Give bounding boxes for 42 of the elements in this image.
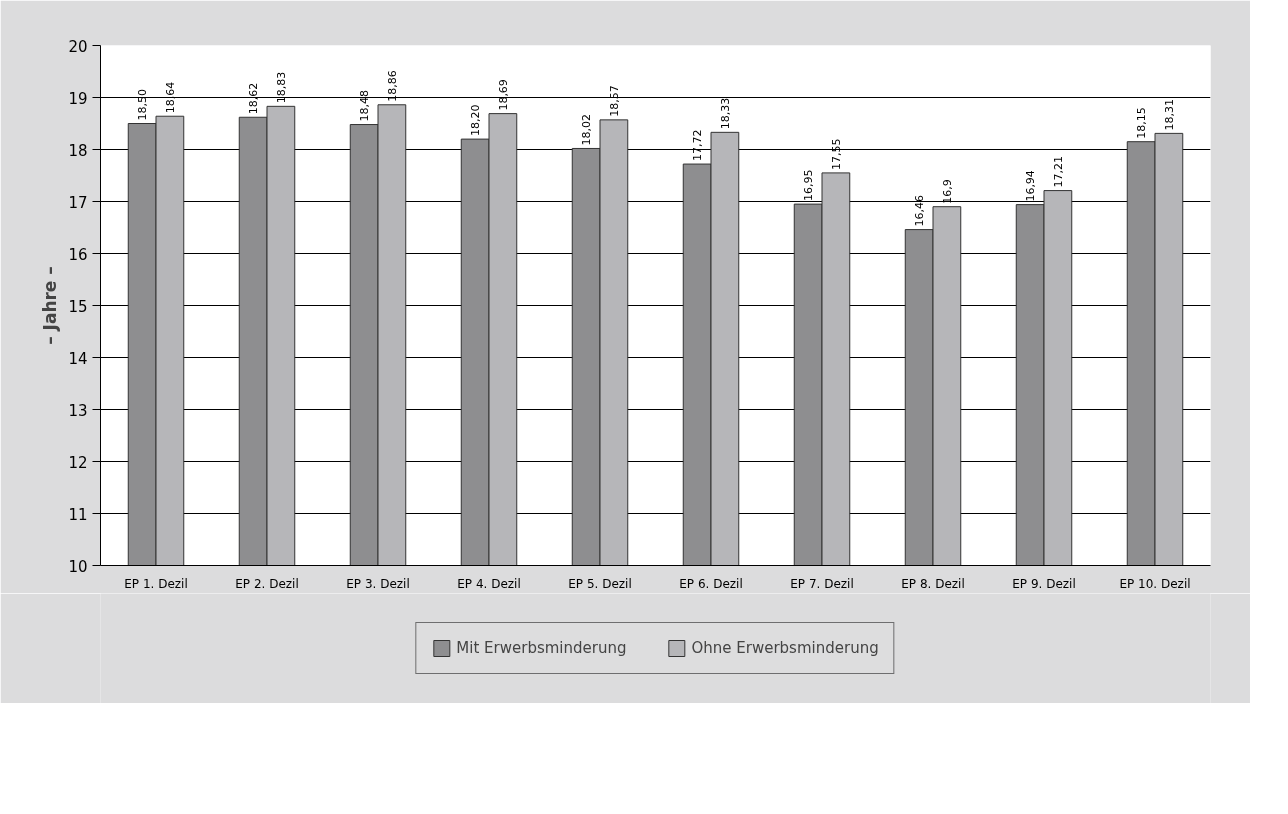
data-label: 18,31: [1162, 98, 1176, 131]
data-label: 18,48: [358, 90, 372, 122]
data-label: 16,9: [940, 179, 954, 204]
data-label: 18,15: [1135, 107, 1149, 139]
data-label: 18,50: [136, 89, 150, 121]
y-tick-label: 10: [68, 557, 88, 576]
data-label: 18,33: [718, 97, 732, 130]
y-tick-label: 17: [68, 193, 88, 212]
x-tick-label: EP 10. Dezil: [1119, 576, 1191, 591]
x-tick-label: EP 4. Dezil: [457, 576, 521, 591]
data-label: 17,21: [1051, 156, 1065, 188]
y-tick-label: 14: [68, 349, 88, 368]
y-tick-label: 18: [68, 141, 88, 160]
y-tick-label: 12: [68, 453, 88, 472]
data-label: 16,46: [913, 195, 927, 227]
x-tick-label: EP 5. Dezil: [568, 576, 632, 591]
legend-label: Mit Erwerbsminderung: [456, 639, 627, 657]
y-tick-label: 19: [68, 89, 88, 108]
y-tick-label: 16: [68, 245, 88, 264]
data-label: 18,64: [163, 81, 177, 114]
legend-label: Ohne Erwerbsminderung: [691, 639, 879, 657]
data-label: 18,86: [385, 70, 399, 102]
data-label: 16,95: [802, 169, 816, 202]
x-tick-label: EP 6. Dezil: [679, 576, 743, 591]
data-label: 17,55: [829, 138, 843, 170]
y-tick-label: 11: [68, 505, 88, 524]
data-label: 18,20: [469, 104, 483, 137]
y-tick-label: 13: [68, 401, 88, 420]
data-label: 18,62: [247, 82, 261, 115]
data-label: 18,83: [274, 71, 288, 104]
x-tick-label: EP 3. Dezil: [346, 576, 410, 591]
y-axis-title: – Jahre –: [40, 266, 61, 345]
x-tick-label: EP 8. Dezil: [901, 576, 965, 591]
x-tick-label: EP 1. Dezil: [124, 576, 188, 591]
x-tick-label: EP 7. Dezil: [790, 576, 854, 591]
data-label: 18,69: [496, 79, 510, 111]
data-label: 18,02: [580, 113, 594, 146]
y-tick-label: 15: [68, 297, 88, 316]
data-label: 16,94: [1024, 170, 1038, 202]
x-tick-label: EP 9. Dezil: [1012, 576, 1076, 591]
y-tick-label: 20: [68, 37, 88, 56]
x-tick-label: EP 2. Dezil: [235, 576, 299, 591]
